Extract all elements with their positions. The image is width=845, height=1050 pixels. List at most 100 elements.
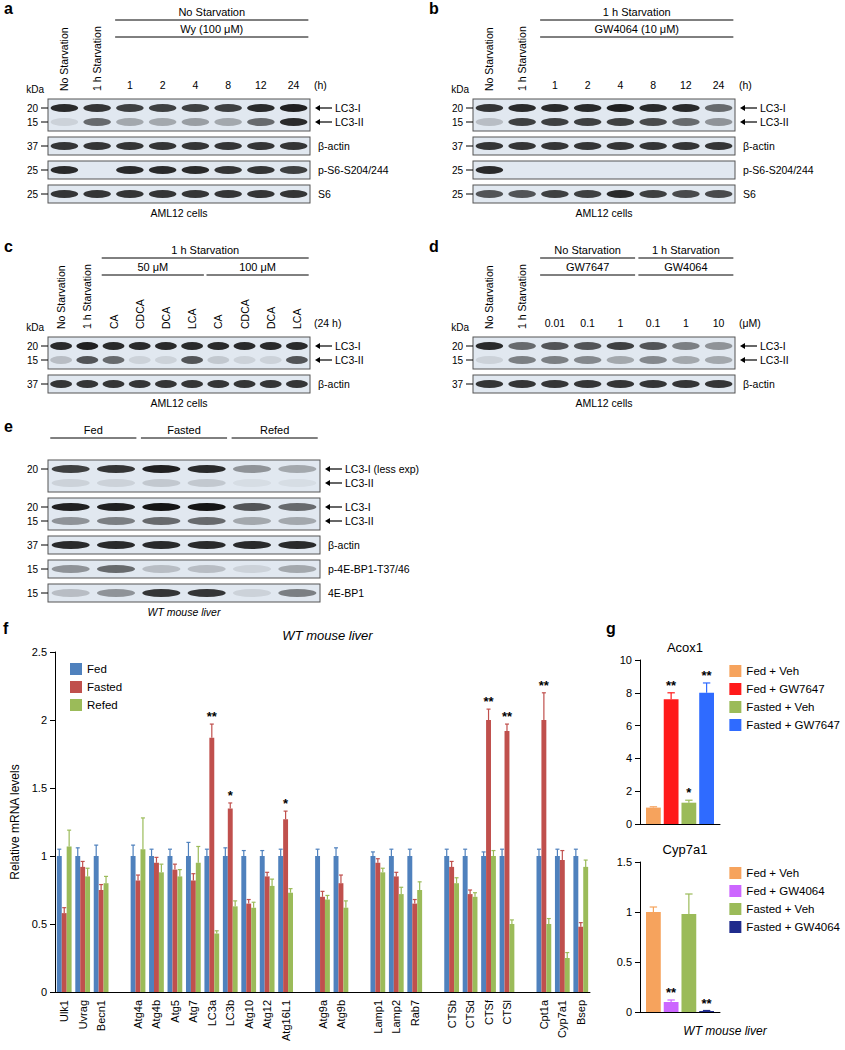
svg-text:Uvrag: Uvrag (77, 1000, 89, 1029)
svg-text:10: 10 (620, 654, 632, 666)
svg-text:15: 15 (27, 516, 39, 527)
svg-text:S6: S6 (318, 188, 331, 200)
svg-text:4: 4 (617, 79, 623, 91)
svg-text:WT mouse liver: WT mouse liver (148, 606, 221, 618)
svg-text:2: 2 (160, 79, 166, 91)
svg-text:LC3-II: LC3-II (760, 116, 789, 128)
svg-text:c: c (4, 238, 13, 255)
svg-text:4: 4 (626, 752, 632, 764)
svg-text:No Starvation: No Starvation (55, 265, 67, 329)
svg-text:Becn1: Becn1 (95, 1000, 107, 1031)
svg-text:GW4064: GW4064 (664, 261, 707, 273)
svg-text:2: 2 (41, 714, 47, 726)
svg-text:b: b (429, 0, 439, 17)
svg-text:**: ** (483, 694, 494, 709)
svg-text:Refed: Refed (87, 699, 118, 711)
svg-text:LC3-II: LC3-II (335, 116, 364, 128)
svg-text:1 h Starvation: 1 h Starvation (516, 26, 528, 91)
svg-text:1: 1 (127, 79, 133, 91)
svg-text:0: 0 (626, 1006, 632, 1018)
svg-text:0.5: 0.5 (32, 918, 47, 930)
svg-text:20: 20 (452, 341, 464, 352)
svg-text:Refed: Refed (260, 424, 289, 436)
svg-text:No Starvation: No Starvation (58, 27, 70, 91)
svg-text:2: 2 (585, 79, 591, 91)
svg-text:β-actin: β-actin (743, 378, 775, 390)
svg-text:**: ** (502, 709, 513, 724)
svg-text:20: 20 (27, 502, 39, 513)
svg-text:1 h Starvation: 1 h Starvation (652, 244, 720, 256)
svg-text:15: 15 (27, 355, 39, 366)
svg-text:Atg16L1: Atg16L1 (280, 1000, 292, 1041)
svg-text:**: ** (666, 678, 677, 693)
svg-text:Acox1: Acox1 (667, 640, 703, 655)
svg-text:LCA: LCA (186, 309, 198, 329)
svg-text:GW7647: GW7647 (566, 261, 609, 273)
svg-text:p-S6-S204/244: p-S6-S204/244 (743, 164, 814, 176)
svg-text:15: 15 (452, 117, 464, 128)
svg-text:CTSb: CTSb (446, 1000, 458, 1028)
svg-text:Fed: Fed (87, 663, 107, 675)
svg-text:Atg4b: Atg4b (150, 1000, 162, 1029)
svg-text:Atg9a: Atg9a (317, 999, 329, 1029)
svg-text:**: ** (702, 996, 713, 1011)
svg-text:*: * (686, 785, 692, 800)
svg-text:(h): (h) (739, 79, 752, 91)
svg-text:15: 15 (27, 117, 39, 128)
svg-text:Atg12: Atg12 (261, 1000, 273, 1029)
svg-text:CTSd: CTSd (464, 1000, 476, 1028)
svg-text:1: 1 (626, 906, 632, 918)
svg-text:8: 8 (626, 687, 632, 699)
svg-text:S6: S6 (743, 188, 756, 200)
svg-text:24: 24 (713, 79, 725, 91)
svg-text:DCA: DCA (265, 307, 277, 329)
svg-text:LC3-I (less exp): LC3-I (less exp) (345, 463, 419, 475)
svg-text:Cyp7a1: Cyp7a1 (556, 1000, 568, 1038)
svg-text:CTSf: CTSf (483, 999, 495, 1025)
svg-text:*: * (228, 788, 234, 803)
svg-text:WT mouse liver: WT mouse liver (282, 628, 373, 643)
svg-text:8: 8 (650, 79, 656, 91)
svg-text:0: 0 (626, 818, 632, 830)
svg-text:p-4E-BP1-T37/46: p-4E-BP1-T37/46 (328, 563, 410, 575)
svg-text:Fasted: Fasted (167, 424, 201, 436)
svg-text:**: ** (207, 709, 218, 724)
svg-text:1: 1 (617, 317, 623, 329)
svg-text:37: 37 (27, 379, 39, 390)
svg-text:2: 2 (626, 785, 632, 797)
svg-text:20: 20 (452, 103, 464, 114)
svg-text:1.5: 1.5 (32, 782, 47, 794)
svg-text:kDa: kDa (26, 84, 44, 95)
svg-text:1 h Starvation: 1 h Starvation (91, 26, 103, 91)
svg-text:LC3a: LC3a (206, 999, 218, 1026)
svg-text:100 μM: 100 μM (239, 261, 276, 273)
svg-text:1 h Starvation: 1 h Starvation (603, 6, 671, 18)
svg-text:37: 37 (27, 141, 39, 152)
svg-text:*: * (283, 796, 289, 811)
svg-text:CTSl: CTSl (501, 1000, 513, 1024)
svg-text:20: 20 (27, 464, 39, 475)
svg-text:Fed + GW7647: Fed + GW7647 (746, 683, 824, 695)
svg-text:0.01: 0.01 (545, 317, 566, 329)
svg-text:20: 20 (27, 341, 39, 352)
svg-text:24: 24 (288, 79, 300, 91)
svg-text:AML12 cells: AML12 cells (150, 397, 207, 409)
svg-text:LC3b: LC3b (224, 1000, 236, 1026)
svg-text:(h): (h) (314, 79, 327, 91)
svg-text:1: 1 (552, 79, 558, 91)
svg-text:β-actin: β-actin (743, 140, 775, 152)
svg-text:LC3-I: LC3-I (345, 501, 371, 513)
svg-text:Cyp7a1: Cyp7a1 (663, 842, 708, 857)
svg-text:25: 25 (452, 189, 464, 200)
svg-text:CDCA: CDCA (239, 299, 251, 329)
svg-text:LCA: LCA (291, 309, 303, 329)
svg-text:37: 37 (452, 379, 464, 390)
svg-text:Atg9b: Atg9b (335, 1000, 347, 1029)
svg-text:a: a (4, 0, 13, 17)
svg-text:Relative mRNA levels: Relative mRNA levels (8, 764, 22, 879)
svg-text:Fasted: Fasted (87, 681, 122, 693)
svg-text:kDa: kDa (451, 322, 469, 333)
svg-text:Atg10: Atg10 (243, 1000, 255, 1029)
svg-text:Fed: Fed (84, 424, 103, 436)
svg-text:e: e (4, 418, 13, 435)
